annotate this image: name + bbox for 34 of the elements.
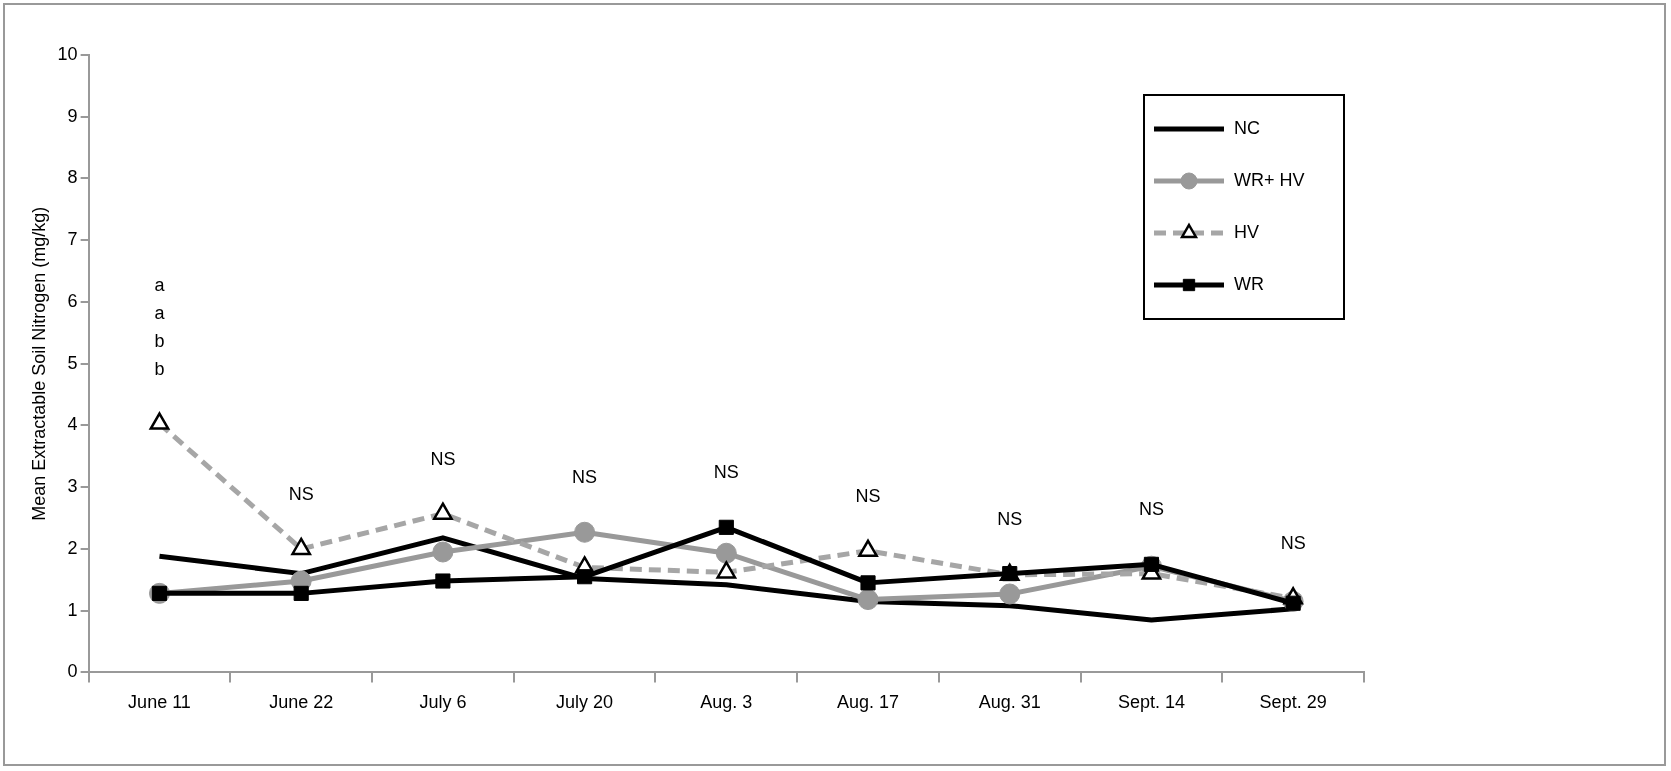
legend-label: NC [1234, 117, 1260, 138]
y-tick-label: 7 [67, 229, 78, 250]
x-tick-label: July 20 [556, 692, 614, 713]
annotation: NS [572, 467, 598, 488]
y-tick-label: 8 [67, 167, 78, 188]
legend-label: WR [1234, 273, 1264, 294]
annotation: NS [997, 508, 1023, 529]
x-tick-label: June 22 [269, 692, 334, 713]
x-tick-label: Aug. 3 [700, 692, 753, 713]
x-tick-label: Aug. 17 [836, 692, 900, 713]
y-tick-label: 6 [67, 290, 78, 311]
legend-label: HV [1234, 221, 1260, 242]
x-tick-label: July 6 [419, 692, 467, 713]
y-tick-label: 4 [67, 414, 78, 435]
y-tick-label: 3 [67, 476, 78, 497]
legend-label: WR+ HV [1234, 169, 1305, 190]
annotation: NS [713, 462, 739, 483]
y-tick-label: 10 [57, 43, 78, 64]
x-tick-label: June 11 [128, 692, 191, 713]
x-tick-label: Sept. 14 [1117, 692, 1185, 713]
y-axis-title: Mean Extractable Soil Nitrogen (mg/kg) [28, 206, 49, 521]
y-tick-label: 1 [67, 599, 78, 620]
y-tick-label: 5 [67, 352, 78, 373]
annotation: NS [1138, 499, 1164, 520]
annotation: NS [430, 448, 456, 469]
x-tick-label: Sept. 29 [1259, 692, 1327, 713]
annotation: NS [855, 485, 881, 506]
annotation: NS [1280, 533, 1306, 554]
x-tick-label: Aug. 31 [978, 692, 1041, 713]
y-tick-label: 9 [67, 105, 78, 126]
annotation: a a b b [154, 274, 166, 379]
y-tick-label: 0 [67, 661, 78, 682]
annotation: NS [288, 483, 314, 504]
y-tick-label: 2 [67, 537, 78, 558]
